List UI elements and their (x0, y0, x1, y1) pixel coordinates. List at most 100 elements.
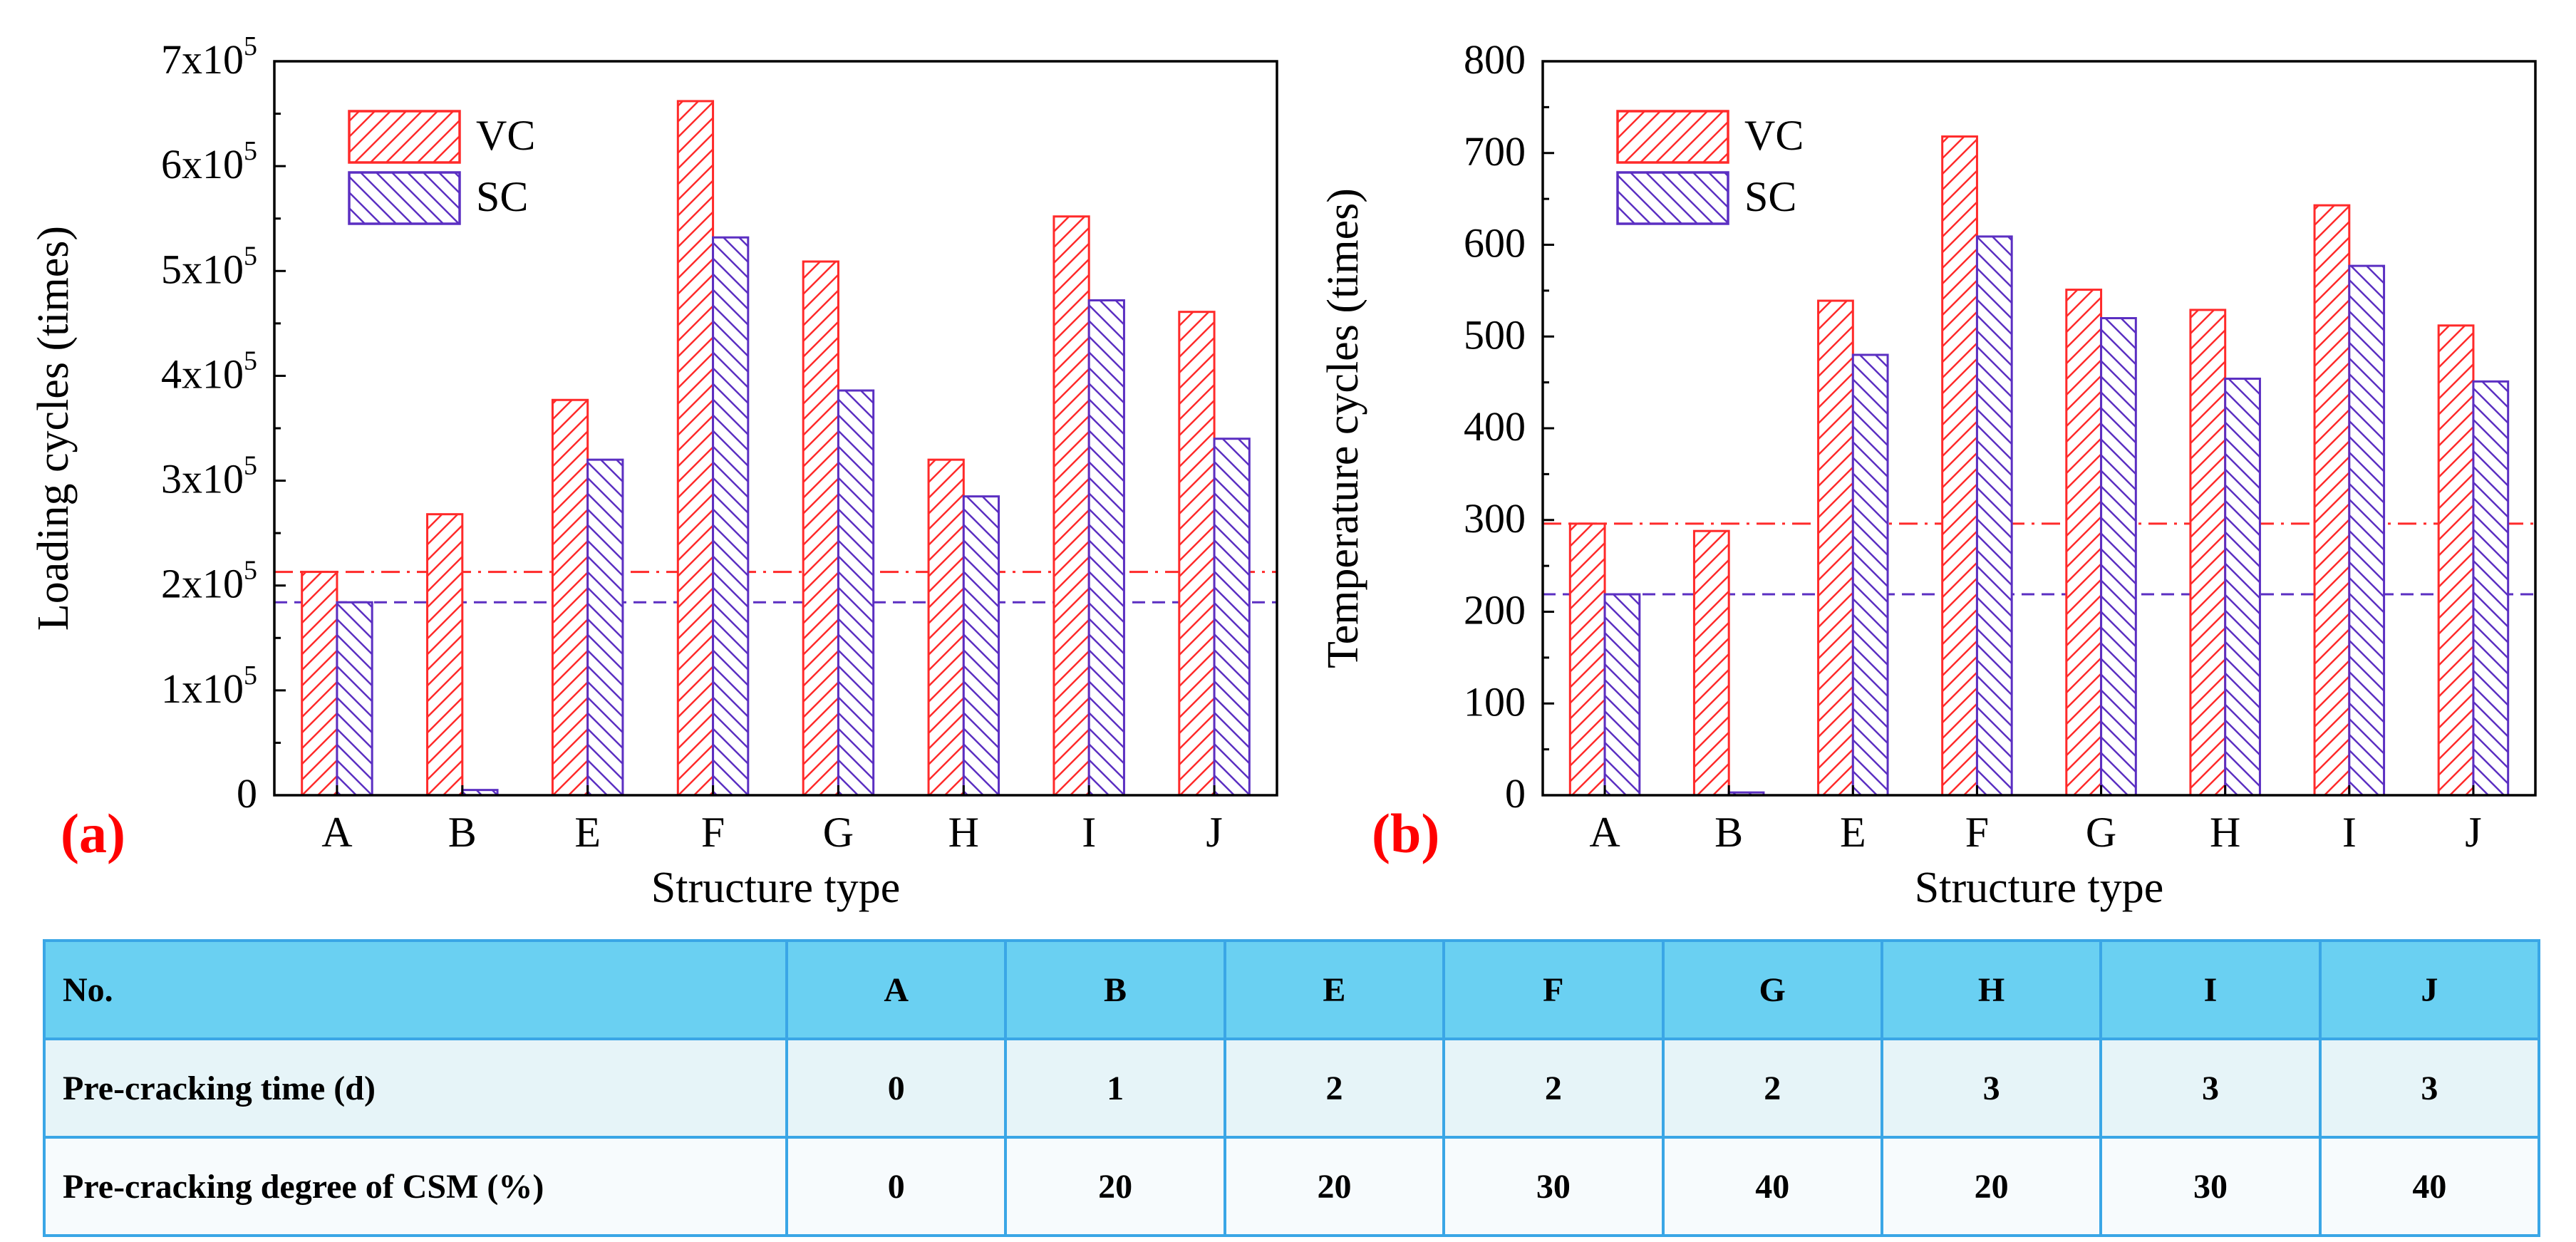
legend-swatch-sc (1616, 171, 1729, 225)
table-header-cell: I (2099, 939, 2322, 1040)
x-tick-label-a: A (321, 809, 352, 856)
bar-sc-g (2100, 317, 2137, 797)
table-cell: 2 (1661, 1037, 1883, 1139)
bar-sc-j (1213, 438, 1251, 797)
x-axis-title: Structure type (1915, 864, 2164, 912)
x-tick-label-g: G (823, 809, 854, 856)
table-cell: 40 (1661, 1136, 1883, 1237)
bar-vc-j (2437, 324, 2475, 797)
legend-swatch-sc (348, 171, 461, 225)
table-header-row: No. A B E F G H I J (43, 939, 2541, 1040)
bar-vc-i (2313, 204, 2351, 797)
bar-vc-e (551, 398, 589, 797)
y-tick-label: 800 (1464, 36, 1526, 83)
x-tick-label-e: E (574, 809, 601, 856)
bar-vc-f (1941, 135, 1978, 797)
bar-vc-h (927, 458, 965, 797)
bar-sc-e (1851, 353, 1889, 797)
bar-sc-j (2472, 380, 2510, 797)
bar-vc-b (426, 513, 464, 797)
bar-vc-g (802, 260, 839, 797)
y-tick-label: 6x105 (161, 136, 257, 187)
y-tick-label: 200 (1464, 587, 1526, 633)
table-cell: 3 (2099, 1037, 2322, 1139)
table-cell: 30 (1442, 1136, 1665, 1237)
bar-sc-f (712, 236, 750, 797)
x-tick-label-g: G (2086, 809, 2116, 856)
table-cell: 2 (1223, 1037, 1446, 1139)
table-cell: 0 (785, 1037, 1008, 1139)
legend-swatch-vc (1616, 110, 1729, 164)
x-tick-label-h: H (2210, 809, 2240, 856)
table-header-cell: F (1442, 939, 1665, 1040)
bar-sc-h (2224, 377, 2261, 797)
bar-sc-i (2348, 264, 2386, 797)
x-tick-label-e: E (1840, 809, 1866, 856)
x-tick-label-b: B (1714, 809, 1743, 856)
panel-label: (a) (61, 802, 125, 864)
bar-sc-f (1975, 235, 2013, 797)
bar-vc-f (676, 100, 715, 797)
y-tick-label: 400 (1464, 403, 1526, 450)
legend-label-vc: VC (476, 112, 535, 159)
table-header-cell: B (1004, 939, 1226, 1040)
bar-sc-g (837, 389, 875, 797)
x-tick-label-j: J (2465, 809, 2481, 856)
table-header-cell: G (1661, 939, 1883, 1040)
bar-vc-j (1178, 311, 1216, 797)
y-tick-label: 7x105 (161, 31, 257, 83)
legend-label-sc: SC (1744, 173, 1796, 220)
table-cell: 20 (1880, 1136, 2103, 1237)
y-tick-label: 3x105 (161, 451, 257, 502)
y-tick-label: 4x105 (161, 346, 257, 397)
parameters-table: No. A B E F G H I J Pre-cracking time (d… (43, 939, 2541, 1237)
table-header-cell: No. (43, 939, 788, 1040)
bar-charts-figure: 0 1x105 2x105 3x105 4x105 5x105 6x105 7x105 A B E F… (29, 31, 2537, 912)
table-row-pre-cracking-time: Pre-cracking time (d) 0 1 2 2 2 3 3 3 (43, 1037, 2541, 1139)
bar-vc-i (1052, 215, 1090, 797)
x-tick-label-i: I (1082, 809, 1096, 856)
bar-vc-g (2065, 289, 2103, 797)
y-tick-label: 600 (1464, 220, 1526, 266)
x-tick-label-j: J (1206, 809, 1222, 856)
legend-label-vc: VC (1744, 112, 1804, 159)
bar-sc-a (1603, 593, 1641, 797)
legend-swatch-vc (348, 110, 461, 164)
y-tick-label: 100 (1464, 678, 1526, 725)
y-tick-label: 2x105 (161, 556, 257, 607)
y-tick-label: 0 (1505, 770, 1526, 817)
table-cell: Pre-cracking degree of CSM (%) (43, 1136, 788, 1237)
bar-sc-h (962, 495, 1000, 797)
x-tick-label-i: I (2342, 809, 2357, 856)
bar-vc-a (1568, 522, 1606, 797)
table-header-cell: J (2318, 939, 2541, 1040)
table-header-cell: H (1880, 939, 2103, 1040)
y-tick-label: 700 (1464, 128, 1526, 175)
table-cell: 20 (1004, 1136, 1226, 1237)
table-cell: 3 (2318, 1037, 2541, 1139)
y-tick-label: 1x105 (161, 661, 257, 712)
bar-sc-a (336, 601, 373, 797)
bar-vc-b (1692, 529, 1730, 797)
table-row-pre-cracking-degree: Pre-cracking degree of CSM (%) 0 20 20 3… (43, 1136, 2541, 1237)
table-cell: Pre-cracking time (d) (43, 1037, 788, 1139)
y-axis-title: Temperature cycles (times) (1319, 188, 1367, 668)
bar-sc-i (1087, 299, 1125, 797)
table-header-cell: E (1223, 939, 1446, 1040)
legend-label-sc: SC (476, 173, 528, 220)
table-cell: 3 (1880, 1037, 2103, 1139)
chart-loading-cycles: 0 1x105 2x105 3x105 4x105 5x105 6x105 7x105 A B E F… (29, 31, 1278, 912)
panel-label: (b) (1372, 802, 1439, 864)
y-axis-title: Loading cycles (times) (29, 226, 78, 631)
x-tick-label-f: F (701, 809, 725, 856)
table-cell: 40 (2318, 1136, 2541, 1237)
table-cell: 20 (1223, 1136, 1446, 1237)
table-header-cell: A (785, 939, 1008, 1040)
x-axis-title: Structure type (651, 864, 901, 912)
table-cell: 2 (1442, 1037, 1665, 1139)
bar-vc-h (2189, 309, 2227, 797)
table-cell: 1 (1004, 1037, 1226, 1139)
x-tick-label-a: A (1589, 809, 1620, 856)
x-tick-label-h: H (948, 809, 979, 856)
y-tick-label: 0 (237, 770, 257, 817)
